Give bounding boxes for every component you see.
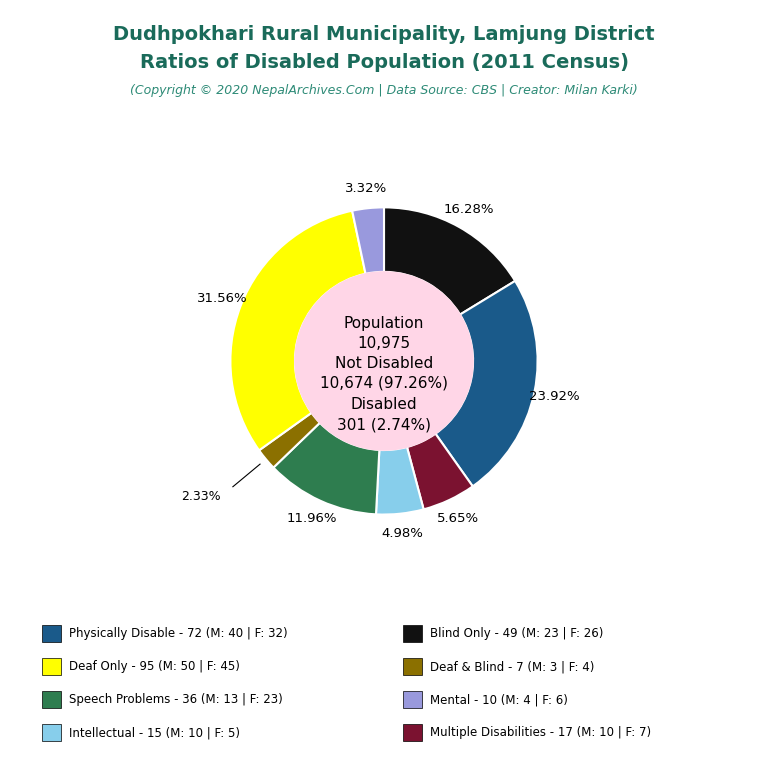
- Text: Blind Only - 49 (M: 23 | F: 26): Blind Only - 49 (M: 23 | F: 26): [430, 627, 604, 640]
- Text: Deaf & Blind - 7 (M: 3 | F: 4): Deaf & Blind - 7 (M: 3 | F: 4): [430, 660, 594, 673]
- Wedge shape: [435, 281, 538, 486]
- Wedge shape: [376, 447, 424, 515]
- Text: 11.96%: 11.96%: [286, 512, 337, 525]
- Text: Speech Problems - 36 (M: 13 | F: 23): Speech Problems - 36 (M: 13 | F: 23): [69, 694, 283, 706]
- Wedge shape: [273, 423, 379, 515]
- Text: 3.32%: 3.32%: [345, 182, 387, 195]
- Text: 23.92%: 23.92%: [528, 389, 579, 402]
- Wedge shape: [384, 207, 515, 315]
- Text: Deaf Only - 95 (M: 50 | F: 45): Deaf Only - 95 (M: 50 | F: 45): [69, 660, 240, 673]
- Text: 5.65%: 5.65%: [437, 511, 478, 525]
- Text: (Copyright © 2020 NepalArchives.Com | Data Source: CBS | Creator: Milan Karki): (Copyright © 2020 NepalArchives.Com | Da…: [130, 84, 638, 97]
- Text: Multiple Disabilities - 17 (M: 10 | F: 7): Multiple Disabilities - 17 (M: 10 | F: 7…: [430, 727, 651, 739]
- Text: 2.33%: 2.33%: [181, 490, 221, 503]
- Circle shape: [295, 272, 473, 450]
- Text: Physically Disable - 72 (M: 40 | F: 32): Physically Disable - 72 (M: 40 | F: 32): [69, 627, 288, 640]
- Text: Dudhpokhari Rural Municipality, Lamjung District: Dudhpokhari Rural Municipality, Lamjung …: [113, 25, 655, 44]
- Wedge shape: [259, 412, 319, 468]
- Text: Ratios of Disabled Population (2011 Census): Ratios of Disabled Population (2011 Cens…: [140, 54, 628, 72]
- Text: Disabled
301 (2.74%): Disabled 301 (2.74%): [337, 397, 431, 432]
- Text: Population
10,975: Population 10,975: [344, 316, 424, 351]
- Text: Intellectual - 15 (M: 10 | F: 5): Intellectual - 15 (M: 10 | F: 5): [69, 727, 240, 739]
- Wedge shape: [353, 207, 384, 274]
- Text: 31.56%: 31.56%: [197, 292, 247, 305]
- Text: Mental - 10 (M: 4 | F: 6): Mental - 10 (M: 4 | F: 6): [430, 694, 568, 706]
- Wedge shape: [230, 210, 366, 450]
- Wedge shape: [407, 434, 473, 509]
- Text: 4.98%: 4.98%: [381, 527, 423, 540]
- Text: Not Disabled
10,674 (97.26%): Not Disabled 10,674 (97.26%): [320, 356, 448, 391]
- Text: 16.28%: 16.28%: [444, 203, 494, 216]
